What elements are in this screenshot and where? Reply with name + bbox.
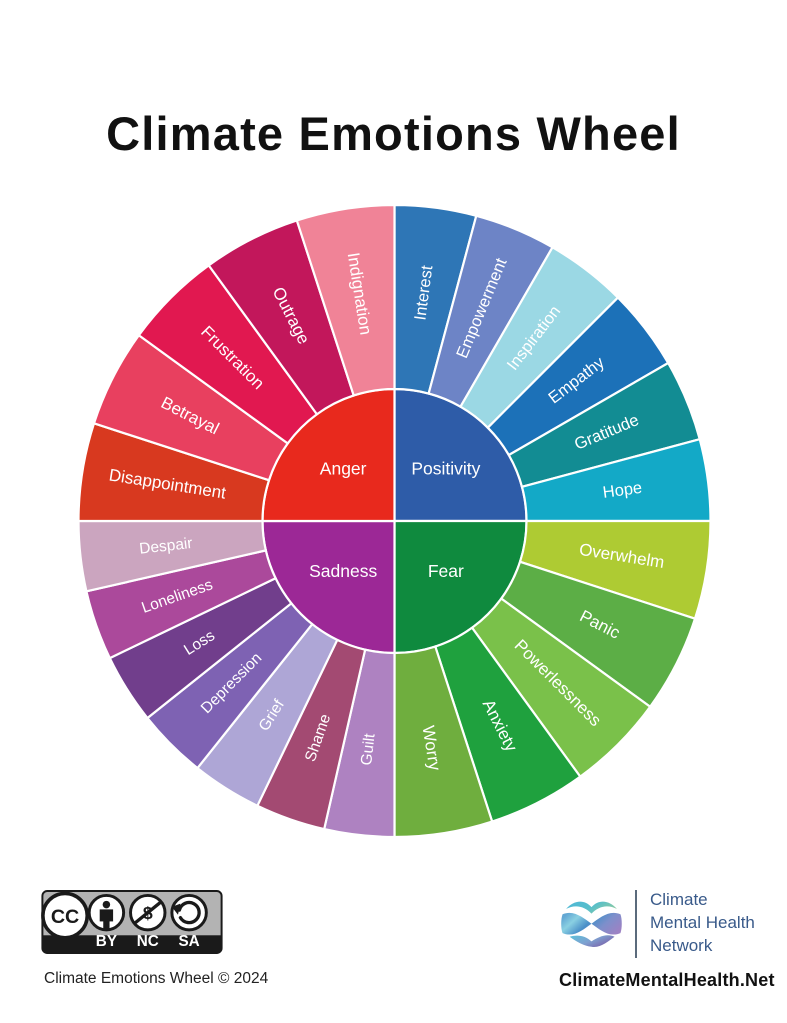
svg-text:NC: NC bbox=[137, 933, 159, 950]
svg-text:BY: BY bbox=[96, 933, 117, 950]
svg-text:Sadness: Sadness bbox=[309, 561, 377, 581]
svg-text:Fear: Fear bbox=[428, 561, 464, 581]
svg-text:Guilt: Guilt bbox=[358, 732, 379, 766]
svg-text:Anger: Anger bbox=[320, 458, 367, 478]
svg-text:SA: SA bbox=[179, 933, 200, 950]
svg-text:CC: CC bbox=[51, 906, 79, 928]
svg-text:Positivity: Positivity bbox=[411, 458, 480, 478]
